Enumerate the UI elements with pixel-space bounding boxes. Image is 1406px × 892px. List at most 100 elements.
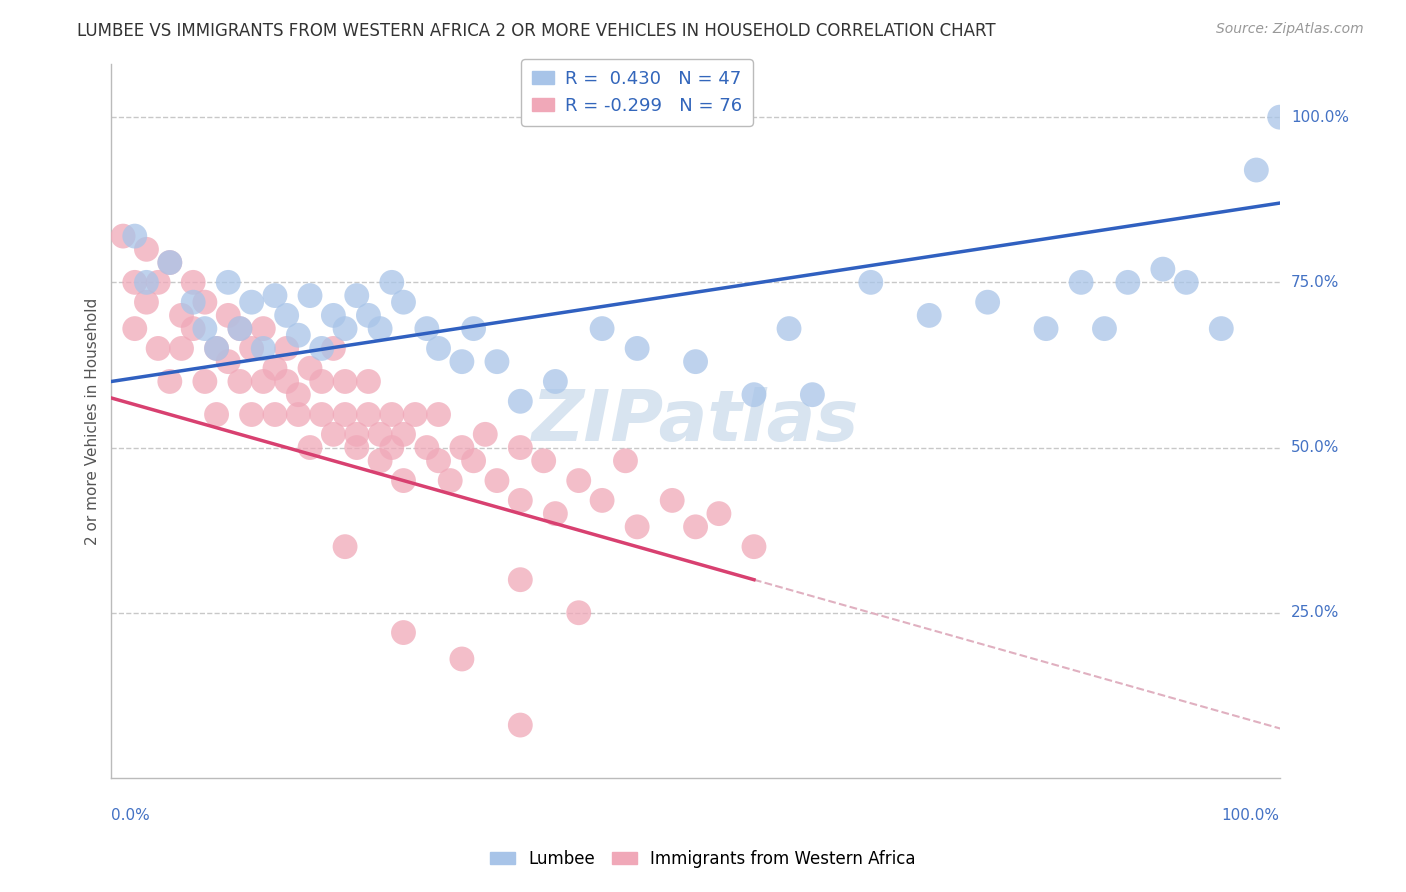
Point bbox=[170, 309, 193, 323]
Point bbox=[381, 408, 404, 422]
Point bbox=[298, 441, 321, 455]
Point bbox=[240, 342, 263, 356]
Point bbox=[287, 328, 309, 343]
Point bbox=[439, 474, 461, 488]
Point bbox=[181, 321, 204, 335]
Point bbox=[451, 354, 474, 368]
Point bbox=[159, 255, 181, 269]
Point bbox=[626, 342, 648, 356]
Point bbox=[240, 408, 263, 422]
Legend: Lumbee, Immigrants from Western Africa: Lumbee, Immigrants from Western Africa bbox=[484, 844, 922, 875]
Point bbox=[264, 288, 287, 302]
Point bbox=[1175, 276, 1198, 290]
Point bbox=[124, 276, 146, 290]
Point bbox=[463, 321, 485, 335]
Point bbox=[474, 427, 496, 442]
Point bbox=[322, 427, 344, 442]
Point bbox=[451, 441, 474, 455]
Text: 50.0%: 50.0% bbox=[1291, 440, 1339, 455]
Point bbox=[311, 408, 333, 422]
Point bbox=[533, 454, 555, 468]
Point bbox=[381, 441, 404, 455]
Point bbox=[544, 375, 567, 389]
Point bbox=[591, 493, 613, 508]
Point bbox=[368, 454, 391, 468]
Point bbox=[346, 441, 368, 455]
Point bbox=[626, 520, 648, 534]
Point bbox=[707, 507, 730, 521]
Text: 75.0%: 75.0% bbox=[1291, 275, 1339, 290]
Point bbox=[392, 474, 415, 488]
Point bbox=[311, 342, 333, 356]
Point bbox=[485, 354, 508, 368]
Text: 100.0%: 100.0% bbox=[1291, 110, 1348, 125]
Point bbox=[205, 408, 228, 422]
Point bbox=[685, 520, 707, 534]
Point bbox=[742, 540, 765, 554]
Point bbox=[918, 309, 941, 323]
Point bbox=[252, 375, 274, 389]
Point bbox=[544, 507, 567, 521]
Point bbox=[112, 229, 135, 244]
Point bbox=[801, 387, 824, 401]
Point bbox=[368, 321, 391, 335]
Point bbox=[451, 652, 474, 666]
Point bbox=[264, 408, 287, 422]
Point bbox=[229, 321, 252, 335]
Point bbox=[229, 321, 252, 335]
Text: 25.0%: 25.0% bbox=[1291, 606, 1339, 620]
Point bbox=[276, 375, 298, 389]
Point bbox=[509, 493, 531, 508]
Point bbox=[124, 321, 146, 335]
Point bbox=[194, 321, 217, 335]
Point bbox=[509, 573, 531, 587]
Point bbox=[135, 295, 157, 310]
Point bbox=[976, 295, 998, 310]
Point bbox=[346, 427, 368, 442]
Text: 0.0%: 0.0% bbox=[111, 808, 150, 823]
Text: LUMBEE VS IMMIGRANTS FROM WESTERN AFRICA 2 OR MORE VEHICLES IN HOUSEHOLD CORRELA: LUMBEE VS IMMIGRANTS FROM WESTERN AFRICA… bbox=[77, 22, 995, 40]
Point bbox=[509, 441, 531, 455]
Point bbox=[217, 354, 239, 368]
Point bbox=[1211, 321, 1233, 335]
Point bbox=[252, 342, 274, 356]
Point bbox=[357, 309, 380, 323]
Text: 100.0%: 100.0% bbox=[1222, 808, 1279, 823]
Point bbox=[463, 454, 485, 468]
Point bbox=[568, 606, 591, 620]
Point bbox=[205, 342, 228, 356]
Point bbox=[661, 493, 683, 508]
Point bbox=[276, 309, 298, 323]
Point bbox=[416, 321, 439, 335]
Point bbox=[194, 375, 217, 389]
Point bbox=[1094, 321, 1116, 335]
Point bbox=[170, 342, 193, 356]
Point bbox=[276, 342, 298, 356]
Point bbox=[146, 276, 169, 290]
Point bbox=[381, 276, 404, 290]
Point bbox=[1116, 276, 1139, 290]
Point bbox=[485, 474, 508, 488]
Point bbox=[1246, 163, 1268, 178]
Point bbox=[322, 309, 344, 323]
Point bbox=[322, 342, 344, 356]
Point bbox=[135, 276, 157, 290]
Point bbox=[181, 295, 204, 310]
Point bbox=[333, 540, 356, 554]
Point bbox=[1035, 321, 1057, 335]
Point bbox=[568, 474, 591, 488]
Point bbox=[427, 342, 450, 356]
Point bbox=[181, 276, 204, 290]
Point bbox=[685, 354, 707, 368]
Point bbox=[205, 342, 228, 356]
Point bbox=[287, 408, 309, 422]
Point bbox=[392, 295, 415, 310]
Point bbox=[159, 375, 181, 389]
Point bbox=[509, 394, 531, 409]
Point bbox=[124, 229, 146, 244]
Point bbox=[135, 243, 157, 257]
Point bbox=[229, 375, 252, 389]
Point bbox=[427, 454, 450, 468]
Point bbox=[146, 342, 169, 356]
Point bbox=[404, 408, 426, 422]
